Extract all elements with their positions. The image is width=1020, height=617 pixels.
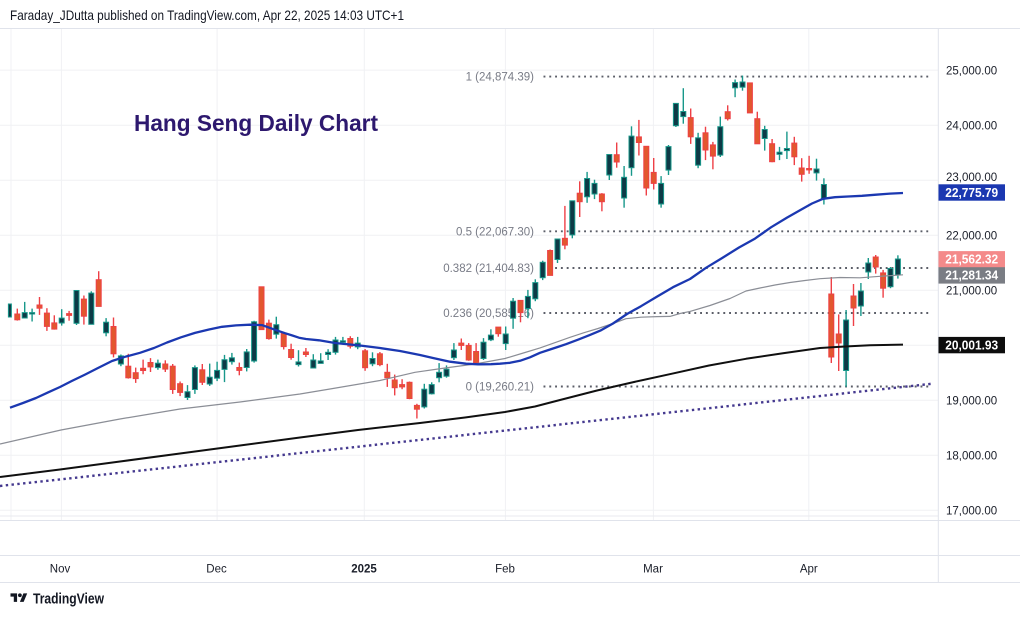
svg-text:0 (19,260.21): 0 (19,260.21) (466, 382, 535, 394)
svg-text:TradingView: TradingView (33, 591, 104, 608)
svg-text:Mar: Mar (643, 564, 663, 576)
svg-text:22,000.00: 22,000.00 (946, 230, 997, 242)
svg-text:24,000.00: 24,000.00 (946, 120, 997, 132)
svg-text:21,281.34: 21,281.34 (945, 269, 998, 283)
svg-text:21,562.32: 21,562.32 (945, 253, 998, 267)
svg-text:Nov: Nov (50, 564, 71, 576)
svg-text:Dec: Dec (206, 564, 227, 576)
svg-text:Feb: Feb (495, 564, 515, 576)
svg-text:18,000.00: 18,000.00 (946, 451, 997, 463)
svg-text:Faraday_JDutta published on Tr: Faraday_JDutta published on TradingView.… (10, 8, 404, 23)
svg-text:0.5 (22,067.30): 0.5 (22,067.30) (456, 226, 534, 238)
svg-text:0.382 (21,404.83): 0.382 (21,404.83) (443, 263, 534, 275)
svg-text:20,001.93: 20,001.93 (945, 338, 998, 352)
svg-text:19,000.00: 19,000.00 (946, 396, 997, 408)
svg-text:22,775.79: 22,775.79 (945, 186, 998, 200)
svg-text:17,000.00: 17,000.00 (946, 506, 997, 518)
svg-text:23,000.00: 23,000.00 (946, 172, 997, 184)
svg-text:Apr: Apr (800, 564, 818, 576)
svg-text:25,000.00: 25,000.00 (946, 65, 997, 77)
svg-text:1 (24,874.39): 1 (24,874.39) (466, 72, 535, 84)
svg-text:21,000.00: 21,000.00 (946, 285, 997, 297)
svg-text:2025: 2025 (351, 564, 377, 576)
svg-text:Hang Seng Daily Chart: Hang Seng Daily Chart (134, 110, 378, 136)
